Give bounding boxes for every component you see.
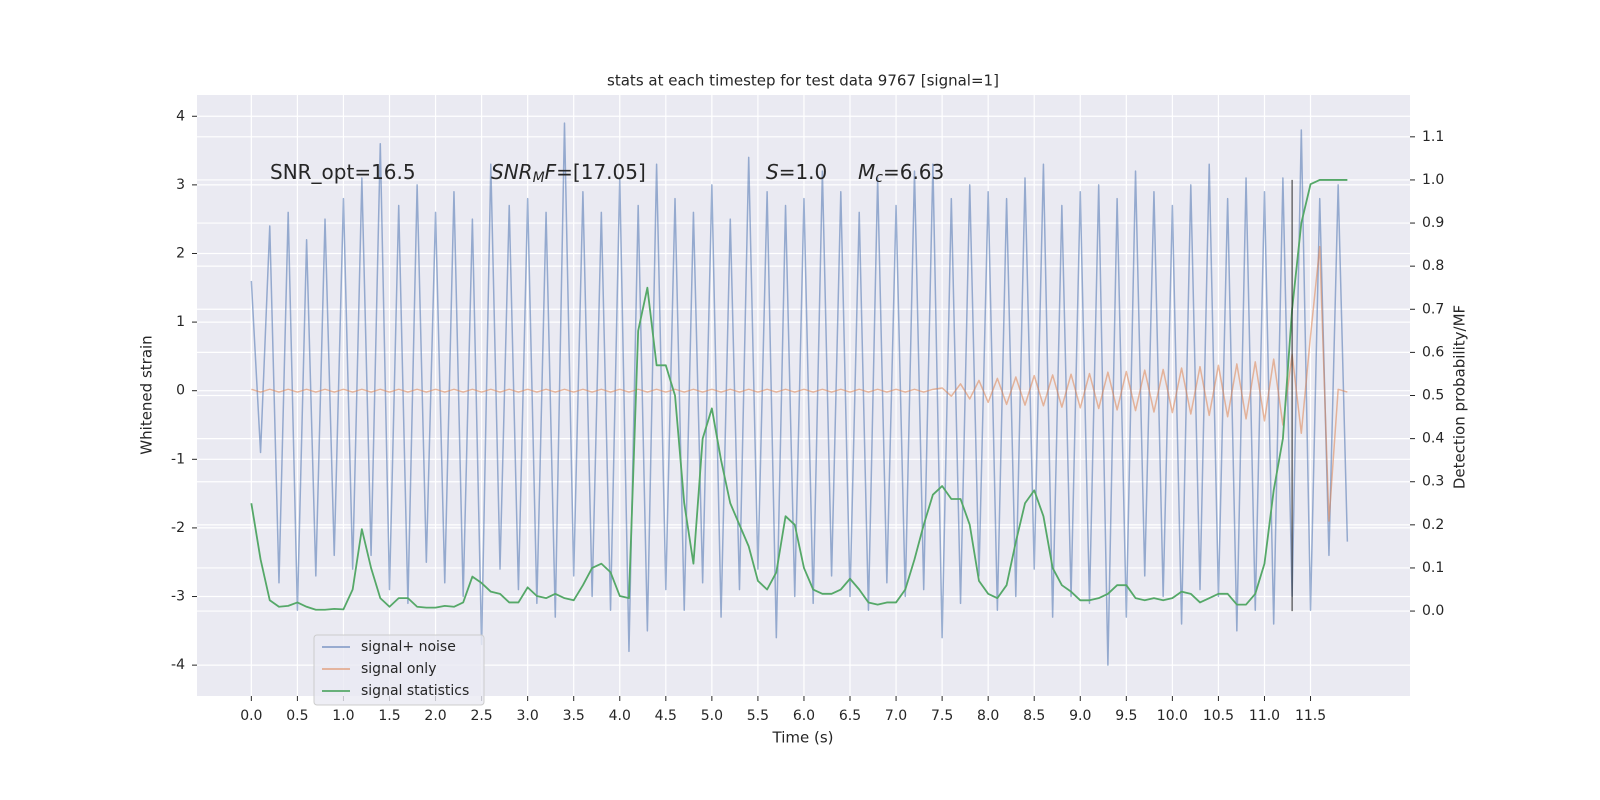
y-tick-label: -2 [171, 520, 185, 536]
annotation-part: =1.0 [779, 160, 828, 184]
x-tick-label: 3.0 [517, 708, 539, 724]
y-tick-label: 2 [176, 245, 185, 261]
annotation-part: c [875, 170, 883, 186]
annotation-part: M [533, 170, 545, 186]
x-tick-label: 2.5 [470, 708, 492, 724]
annotation-part: SNR_opt=16.5 [270, 160, 416, 184]
x-tick-label: 7.5 [931, 708, 953, 724]
x-tick-label: 8.5 [1023, 708, 1045, 724]
y-tick-label: -3 [171, 589, 185, 605]
x-axis-label: Time (s) [772, 729, 834, 747]
y2-tick-label: 0.1 [1422, 560, 1444, 576]
y2-tick-label: 0.4 [1422, 431, 1444, 447]
y2-tick-label: 0.9 [1422, 215, 1444, 231]
y-tick-label: -1 [171, 451, 185, 467]
annotation-part: M [858, 160, 875, 184]
y2-tick-label: 0.7 [1422, 301, 1444, 317]
annotation: Mc=6.63 [858, 160, 944, 187]
x-tick-label: 5.0 [701, 708, 723, 724]
x-tick-label: 4.5 [655, 708, 677, 724]
y2-axis-label: Detection probability/MF [1451, 305, 1469, 489]
y2-tick-label: 1.0 [1422, 172, 1444, 188]
x-tick-label: 9.5 [1115, 708, 1137, 724]
y-tick-label: 3 [176, 177, 185, 193]
x-tick-label: 3.5 [563, 708, 585, 724]
annotation-part: S [766, 160, 779, 184]
legend-label: signal only [361, 661, 436, 677]
y-tick-label: 4 [176, 108, 185, 124]
annotation-part: =[17.05] [556, 160, 646, 184]
annotation-part: SNR [491, 160, 533, 184]
x-tick-label: 0.5 [286, 708, 308, 724]
y-tick-label: -4 [171, 657, 185, 673]
y2-tick-label: 0.2 [1422, 517, 1444, 533]
legend-label: signal+ noise [361, 639, 456, 655]
annotation-part: =6.63 [883, 160, 944, 184]
labels: 0.0 0.5 1.0 1.5 2.0 2.5 3.0 3.5 4.0 4.5 5.0 5.5 6.0 6… [171, 108, 1444, 724]
x-tick-label: 0.0 [240, 708, 262, 724]
marks [250, 122, 1349, 666]
series-line [250, 179, 1348, 611]
x-tick-label: 4.0 [609, 708, 631, 724]
series-line [251, 245, 1348, 522]
annotation: SNR_opt=16.5 [270, 160, 416, 184]
legend-label: signal statistics [361, 683, 469, 699]
annotation: SNRMF=[17.05] [491, 160, 646, 187]
y2-tick-label: 0.8 [1422, 258, 1444, 274]
x-tick-label: 6.0 [793, 708, 815, 724]
x-tick-label: 10.0 [1157, 708, 1188, 724]
chart-title: stats at each timestep for test data 976… [607, 72, 999, 90]
x-tick-label: 8.0 [977, 708, 999, 724]
x-tick-label: 2.0 [424, 708, 446, 724]
y-tick-label: 0 [176, 383, 185, 399]
y-axis-label: Whitened strain [138, 335, 156, 454]
x-tick-label: 9.0 [1069, 708, 1091, 724]
y2-tick-label: 0.6 [1422, 344, 1444, 360]
y-tick-label: 1 [176, 314, 185, 330]
annotation-part: F [545, 160, 557, 184]
series-line [250, 122, 1349, 666]
x-tick-label: 6.5 [839, 708, 861, 724]
y2-tick-label: 0.3 [1422, 474, 1444, 490]
x-tick-label: 11.5 [1295, 708, 1326, 724]
x-tick-label: 10.5 [1203, 708, 1234, 724]
x-tick-label: 7.0 [885, 708, 907, 724]
legend-box [313, 634, 485, 706]
y2-tick-label: 1.1 [1422, 129, 1444, 145]
legend: signal+ noise signal only signal statistic… [313, 634, 485, 706]
x-tick-label: 1.5 [378, 708, 400, 724]
y2-tick-label: 0.5 [1422, 388, 1444, 404]
x-tick-label: 1.0 [332, 708, 354, 724]
y2-tick-label: 0.0 [1422, 603, 1444, 619]
annotation: S=1.0 [766, 160, 827, 184]
x-tick-label: 11.0 [1249, 708, 1280, 724]
x-tick-label: 5.5 [747, 708, 769, 724]
